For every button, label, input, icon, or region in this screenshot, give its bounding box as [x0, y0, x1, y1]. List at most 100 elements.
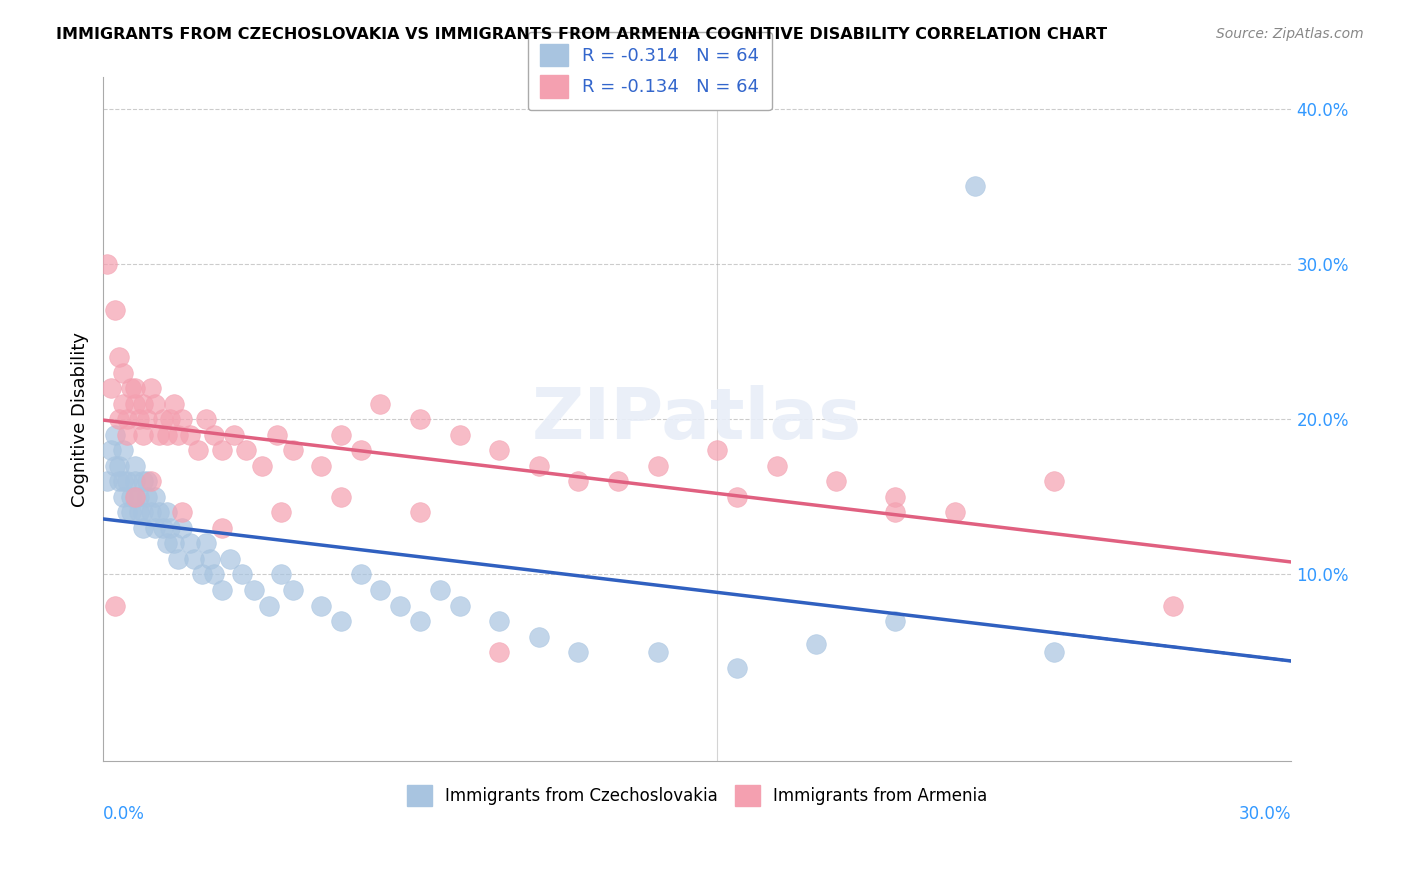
Point	[449, 427, 471, 442]
Point	[115, 505, 138, 519]
Point	[163, 396, 186, 410]
Point	[155, 505, 177, 519]
Point	[370, 582, 392, 597]
Point	[167, 552, 190, 566]
Point	[202, 427, 225, 442]
Point	[104, 458, 127, 473]
Point	[143, 490, 166, 504]
Point	[647, 458, 669, 473]
Point	[804, 637, 827, 651]
Point	[219, 552, 242, 566]
Point	[120, 490, 142, 504]
Point	[567, 475, 589, 489]
Point	[163, 536, 186, 550]
Point	[139, 505, 162, 519]
Point	[120, 505, 142, 519]
Point	[329, 614, 352, 628]
Point	[139, 381, 162, 395]
Point	[152, 412, 174, 426]
Y-axis label: Cognitive Disability: Cognitive Disability	[72, 332, 89, 507]
Text: IMMIGRANTS FROM CZECHOSLOVAKIA VS IMMIGRANTS FROM ARMENIA COGNITIVE DISABILITY C: IMMIGRANTS FROM CZECHOSLOVAKIA VS IMMIGR…	[56, 27, 1108, 42]
Point	[132, 505, 155, 519]
Point	[100, 443, 122, 458]
Point	[152, 521, 174, 535]
Point	[242, 582, 264, 597]
Legend: Immigrants from Czechoslovakia, Immigrants from Armenia: Immigrants from Czechoslovakia, Immigran…	[399, 777, 995, 814]
Point	[191, 567, 214, 582]
Point	[124, 490, 146, 504]
Point	[222, 427, 245, 442]
Point	[115, 427, 138, 442]
Point	[250, 458, 273, 473]
Point	[725, 490, 748, 504]
Point	[179, 427, 201, 442]
Point	[211, 443, 233, 458]
Point	[409, 614, 432, 628]
Point	[108, 412, 131, 426]
Point	[124, 490, 146, 504]
Point	[309, 458, 332, 473]
Point	[409, 505, 432, 519]
Point	[488, 614, 510, 628]
Point	[132, 396, 155, 410]
Point	[148, 505, 170, 519]
Point	[349, 443, 371, 458]
Point	[825, 475, 848, 489]
Point	[270, 505, 292, 519]
Point	[195, 412, 218, 426]
Point	[143, 396, 166, 410]
Point	[1042, 645, 1064, 659]
Point	[172, 521, 194, 535]
Point	[128, 490, 150, 504]
Text: 0.0%: 0.0%	[103, 805, 145, 823]
Point	[104, 303, 127, 318]
Point	[155, 427, 177, 442]
Point	[159, 521, 181, 535]
Point	[409, 412, 432, 426]
Point	[943, 505, 966, 519]
Point	[567, 645, 589, 659]
Point	[429, 582, 451, 597]
Point	[884, 614, 907, 628]
Point	[159, 412, 181, 426]
Point	[706, 443, 728, 458]
Point	[115, 475, 138, 489]
Point	[488, 645, 510, 659]
Point	[148, 427, 170, 442]
Point	[725, 660, 748, 674]
Text: ZIPatlas: ZIPatlas	[533, 384, 862, 454]
Point	[187, 443, 209, 458]
Point	[96, 257, 118, 271]
Point	[765, 458, 787, 473]
Point	[128, 412, 150, 426]
Point	[183, 552, 205, 566]
Point	[179, 536, 201, 550]
Point	[527, 630, 550, 644]
Point	[132, 521, 155, 535]
Point	[108, 458, 131, 473]
Point	[1042, 475, 1064, 489]
Point	[329, 427, 352, 442]
Point	[124, 396, 146, 410]
Point	[389, 599, 412, 613]
Point	[111, 396, 134, 410]
Text: 30.0%: 30.0%	[1239, 805, 1292, 823]
Point	[124, 458, 146, 473]
Point	[120, 381, 142, 395]
Point	[647, 645, 669, 659]
Point	[124, 381, 146, 395]
Point	[270, 567, 292, 582]
Point	[370, 396, 392, 410]
Point	[108, 475, 131, 489]
Point	[111, 443, 134, 458]
Point	[235, 443, 257, 458]
Point	[211, 521, 233, 535]
Point	[607, 475, 630, 489]
Point	[111, 366, 134, 380]
Point	[195, 536, 218, 550]
Point	[449, 599, 471, 613]
Point	[135, 490, 157, 504]
Point	[167, 427, 190, 442]
Point	[100, 381, 122, 395]
Point	[488, 443, 510, 458]
